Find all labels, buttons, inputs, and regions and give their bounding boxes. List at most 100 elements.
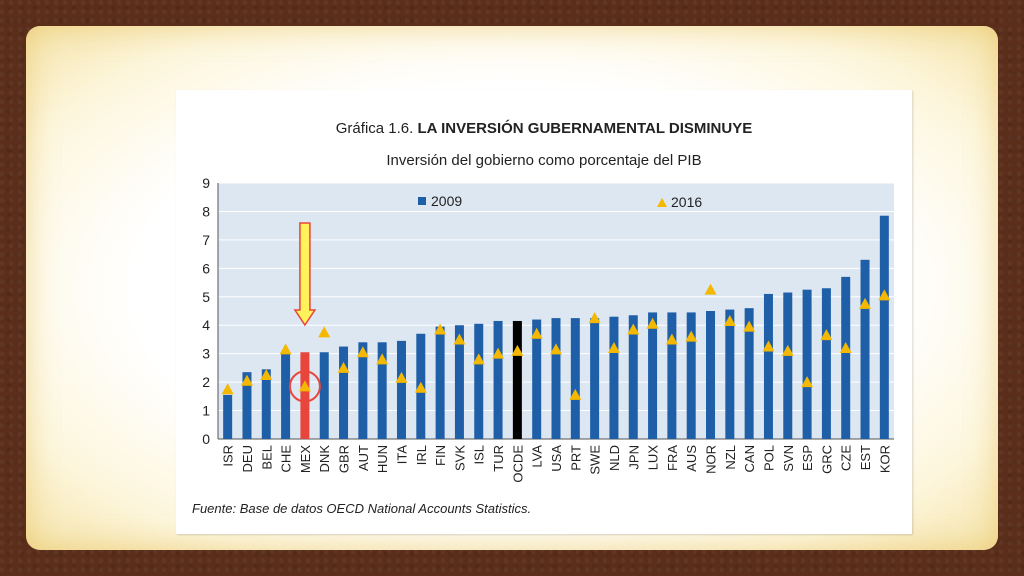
marker-gbr xyxy=(337,361,350,373)
x-tick-label: SVK xyxy=(452,445,467,471)
chart-title-main: LA INVERSIÓN GUBERNAMENTAL DISMINUYE xyxy=(417,120,753,137)
bar-grc xyxy=(821,288,831,439)
y-tick-label: 2 xyxy=(202,374,210,390)
bar-deu xyxy=(242,372,252,439)
x-tick-label: AUT xyxy=(356,445,371,471)
bar-usa xyxy=(551,318,561,439)
bar-prt xyxy=(570,318,580,439)
bar-isl xyxy=(474,323,484,439)
bar-che xyxy=(281,353,291,439)
x-tick-label: NLD xyxy=(607,445,622,471)
bar-nor xyxy=(706,311,716,439)
x-tick-label: MEX xyxy=(298,445,313,474)
y-tick-label: 7 xyxy=(202,232,210,248)
marker-svn xyxy=(781,344,794,356)
bar-hun xyxy=(377,342,387,439)
bar-isr xyxy=(223,394,233,439)
marker-pol xyxy=(762,340,775,352)
x-tick-label: CHE xyxy=(279,445,294,473)
y-tick-label: 0 xyxy=(202,431,210,447)
bar-lux xyxy=(648,312,658,439)
chart-title: Gráfica 1.6. LA INVERSIÓN GUBERNAMENTAL … xyxy=(176,120,912,137)
marker-prt xyxy=(569,388,582,400)
bar-esp xyxy=(802,289,812,439)
y-tick-label: 6 xyxy=(202,260,210,276)
marker-irl xyxy=(414,381,427,393)
marker-mex xyxy=(298,380,311,392)
bar-kor xyxy=(879,215,889,439)
marker-ita xyxy=(395,371,408,383)
marker-svk xyxy=(453,333,466,345)
x-tick-label: NZL xyxy=(723,445,738,470)
marker-deu xyxy=(240,374,253,386)
slide-background: Gráfica 1.6. LA INVERSIÓN GUBERNAMENTAL … xyxy=(26,26,998,550)
marker-che xyxy=(279,343,292,355)
bar-svn xyxy=(783,292,793,439)
x-tick-label: GBR xyxy=(337,445,352,473)
x-tick-label: SWE xyxy=(588,445,603,475)
source-note: Fuente: Base de datos OECD National Acco… xyxy=(192,501,532,516)
marker-usa xyxy=(550,343,562,355)
marker-esp xyxy=(801,376,814,388)
marker-aut xyxy=(356,346,369,358)
x-tick-label: NOR xyxy=(704,445,719,474)
chart-title-prefix: Gráfica 1.6. xyxy=(335,120,414,137)
x-tick-label: USA xyxy=(549,445,564,472)
bar-nzl xyxy=(725,309,735,439)
x-tick-label: FIN xyxy=(433,445,448,466)
x-tick-label: FRA xyxy=(665,445,680,471)
marker-lva xyxy=(530,327,543,339)
y-tick-label: 4 xyxy=(202,317,210,333)
annotation-arrow xyxy=(293,222,317,327)
x-tick-label: ESP xyxy=(800,445,815,471)
bar-est xyxy=(860,259,870,439)
legend-swatch-2016 xyxy=(657,198,667,207)
x-tick-label: POL xyxy=(761,445,776,471)
x-tick-label: HUN xyxy=(375,445,390,473)
x-tick-label: DEU xyxy=(240,445,255,472)
x-tick-label: EST xyxy=(858,445,873,470)
bar-fra xyxy=(667,312,677,439)
marker-cze xyxy=(839,341,852,353)
bar-chart: 0 1 2 3 4 5 6 7 8 9 ISR DEU BEL CHE MEX DNK GBR AUT HUN ITA… xyxy=(202,175,894,483)
bar-dnk xyxy=(319,352,329,439)
bar-bel xyxy=(261,369,271,439)
bar-svk xyxy=(454,325,464,439)
x-tick-label: OCDE xyxy=(510,445,525,483)
marker-est xyxy=(859,297,872,309)
bar-nld xyxy=(609,316,619,439)
marker-bel xyxy=(260,369,273,380)
marker-isl xyxy=(472,353,485,365)
x-tick-label: PRT xyxy=(568,445,583,471)
marker-tur xyxy=(492,347,505,359)
bar-swe xyxy=(590,318,600,439)
bar-lva xyxy=(532,319,542,439)
x-tick-label: ISL xyxy=(472,445,487,465)
y-tick-label: 3 xyxy=(202,346,210,362)
chart-panel: Gráfica 1.6. LA INVERSIÓN GUBERNAMENTAL … xyxy=(176,90,912,534)
legend-swatch-2009 xyxy=(418,197,426,205)
bar-mex xyxy=(300,352,310,439)
x-tick-label: CZE xyxy=(839,445,854,471)
x-tick-label: TUR xyxy=(491,445,506,472)
bar-aus xyxy=(686,312,696,439)
marker-jpn xyxy=(627,323,640,335)
x-tick-label: LUX xyxy=(646,445,661,471)
y-tick-label: 8 xyxy=(202,203,210,219)
x-tick-label: ITA xyxy=(394,445,409,465)
chart-subtitle: Inversión del gobierno como porcentaje d… xyxy=(386,152,702,169)
marker-nor xyxy=(704,283,717,295)
y-tick-label: 9 xyxy=(202,175,210,191)
bar-fin xyxy=(435,326,445,439)
x-tick-label: GRC xyxy=(819,445,834,474)
y-tick-label: 5 xyxy=(202,289,210,305)
x-tick-label: IRL xyxy=(414,445,429,465)
bar-cze xyxy=(841,276,851,439)
marker-aus xyxy=(685,330,698,342)
bar-aut xyxy=(358,342,368,439)
bar-ita xyxy=(396,340,406,439)
marker-ocde xyxy=(511,344,524,356)
bar-can xyxy=(744,308,754,439)
marker-isr xyxy=(221,383,234,395)
bar-jpn xyxy=(628,315,638,439)
